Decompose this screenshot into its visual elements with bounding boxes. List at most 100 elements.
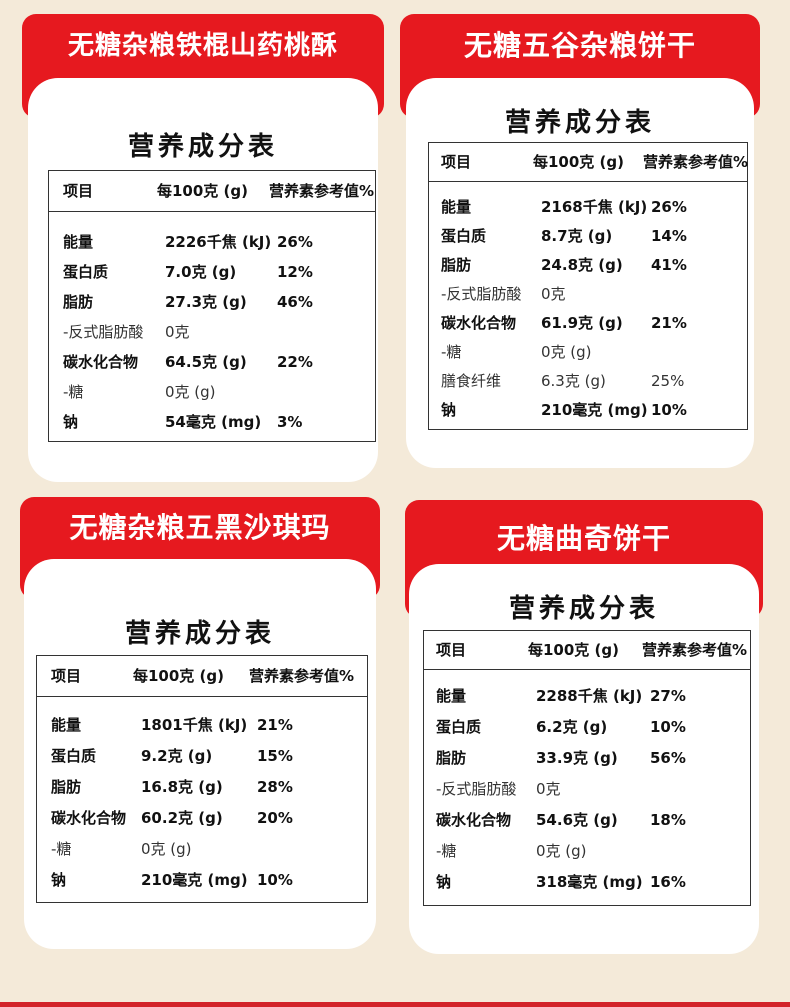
nutrient-name: 碳水化合物: [441, 314, 517, 332]
table-row: 碳水化合物 60.2克 (g) 20%: [37, 803, 367, 834]
nutrient-amount: 7.0克 (g): [165, 263, 237, 281]
nutrient-nrv: 26%: [651, 198, 687, 216]
table-row: 能量 2226千焦 (kJ) 26%: [49, 227, 375, 257]
panel-title: 营养成分表: [124, 619, 275, 649]
table-row: 能量 2288千焦 (kJ) 27%: [424, 681, 750, 712]
product-card: 无糖五谷杂粮饼干 营养成分表 项目 每100克 (g) 营养素参考值% 能量 2168千焦 …: [400, 14, 760, 468]
nutrient-nrv: 12%: [277, 263, 313, 281]
bottom-divider: [0, 1002, 790, 1007]
nutrient-amount: 0克 (g): [541, 343, 592, 361]
table-row: -反式脂肪酸 0克: [429, 280, 747, 309]
table-header: 项目 每100克 (g) 营养素参考值%: [429, 143, 749, 182]
table-row: 钠 318毫克 (mg) 16%: [424, 867, 750, 898]
nutrient-name: 钠: [441, 401, 457, 419]
nutrition-panel: 营养成分表项目 每100克 (g) 营养素参考值% 能量 2288千焦 (kJ) 27% 蛋…: [409, 564, 759, 954]
nutrient-nrv: 26%: [277, 233, 313, 251]
nutrition-panel: 营养成分表 项目 每100克 (g) 营养素参考值% 能量 2168千焦 (kJ) 26% 蛋…: [406, 78, 754, 468]
nutrient-nrv: 14%: [651, 227, 687, 245]
panel-title: 营养成分表: [508, 594, 659, 624]
table-row: 蛋白质 8.7克 (g) 14%: [429, 222, 747, 251]
table-row: 碳水化合物 61.9克 (g) 21%: [429, 309, 747, 338]
nutrient-name: 钠: [51, 871, 67, 889]
nutrient-amount: 64.5克 (g): [165, 353, 247, 371]
nutrient-name: 钠: [436, 873, 452, 891]
nutrient-nrv: 22%: [277, 353, 313, 371]
column-header: 每100克 (g): [533, 153, 624, 171]
table-row: 膳食纤维 6.3克 (g) 25%: [429, 367, 747, 396]
table-row: 蛋白质 7.0克 (g) 12%: [49, 257, 375, 287]
nutrient-amount: 0克 (g): [141, 840, 192, 858]
nutrient-nrv: 28%: [257, 778, 293, 796]
column-header: 项目: [63, 182, 94, 200]
nutrient-nrv: 56%: [650, 749, 686, 767]
table-row: 能量 1801千焦 (kJ) 21%: [37, 710, 367, 741]
nutrient-nrv: 15%: [257, 747, 293, 765]
column-header: 项目: [51, 667, 82, 685]
product-card: 无糖曲奇饼干 营养成分表 项目 每100克 (g) 营养素参考值% 能量 2288千焦 (k…: [405, 500, 763, 954]
nutrient-amount: 318毫克 (mg): [536, 873, 643, 891]
nutrient-amount: 54毫克 (mg): [165, 413, 262, 431]
nutrient-nrv: 46%: [277, 293, 313, 311]
nutrient-nrv: 21%: [257, 716, 293, 734]
nutrient-amount: 8.7克 (g): [541, 227, 613, 245]
table-row: 能量 2168千焦 (kJ) 26%: [429, 193, 747, 222]
column-header: 项目: [441, 153, 472, 171]
nutrient-nrv: 27%: [650, 687, 686, 705]
nutrient-nrv: 10%: [651, 401, 687, 419]
nutrient-nrv: 3%: [277, 413, 303, 431]
nutrient-amount: 0克: [541, 285, 566, 303]
panel-title: 营养成分表: [504, 108, 655, 138]
nutrient-amount: 54.6克 (g): [536, 811, 618, 829]
table-row: -反式脂肪酸 0克: [424, 774, 750, 805]
nutrient-amount: 2288千焦 (kJ): [536, 687, 643, 705]
nutrient-amount: 210毫克 (mg): [541, 401, 648, 419]
nutrient-name: 蛋白质: [436, 718, 482, 736]
nutrient-nrv: 10%: [257, 871, 293, 889]
nutrient-name: 能量: [63, 233, 94, 251]
nutrient-name: 碳水化合物: [63, 353, 139, 371]
table-row: 蛋白质 6.2克 (g) 10%: [424, 712, 750, 743]
column-header: 营养素参考值%: [643, 153, 749, 171]
nutrient-nrv: 18%: [650, 811, 686, 829]
nutrient-nrv: 10%: [650, 718, 686, 736]
nutrient-nrv: 41%: [651, 256, 687, 274]
nutrient-amount: 27.3克 (g): [165, 293, 247, 311]
nutrient-nrv: 16%: [650, 873, 686, 891]
table-row: 蛋白质 9.2克 (g) 15%: [37, 741, 367, 772]
table-row: 脂肪 27.3克 (g) 46%: [49, 287, 375, 317]
nutrient-name: 碳水化合物: [51, 809, 127, 827]
nutrient-name: 蛋白质: [441, 227, 487, 245]
nutrient-name: 蛋白质: [63, 263, 109, 281]
nutrient-name: 碳水化合物: [436, 811, 512, 829]
table-row: 碳水化合物 64.5克 (g) 22%: [49, 347, 375, 377]
nutrition-panel: 营养成分表 项目 每100克 (g) 营养素参考值% 能量 2226千焦 (kJ) 26% 蛋…: [28, 78, 378, 482]
nutrient-amount: 60.2克 (g): [141, 809, 223, 827]
table-row: 钠 210毫克 (mg) 10%: [429, 396, 747, 425]
nutrition-panel: 营养成分表 项目 每100克 (g) 营养素参考值% 能量 1801千焦 (kJ) 21% 蛋…: [24, 559, 376, 949]
nutrient-name: 脂肪: [436, 749, 467, 767]
nutrient-amount: 1801千焦 (kJ): [141, 716, 248, 734]
table-row: -糖 0克 (g): [429, 338, 747, 367]
nutrient-amount: 0克 (g): [165, 383, 216, 401]
nutrition-table: 项目 每100克 (g) 营养素参考值% 能量 2168千焦 (kJ) 26% 蛋白质 8.7…: [428, 142, 748, 430]
table-row: 钠 54毫克 (mg) 3%: [49, 407, 375, 437]
nutrient-amount: 0克: [165, 323, 190, 341]
nutrient-amount: 0克 (g): [536, 842, 587, 860]
nutrient-name: 钠: [63, 413, 79, 431]
table-row: -糖 0克 (g): [37, 834, 367, 865]
nutrition-table: 项目 每100克 (g) 营养素参考值% 能量 2288千焦 (kJ) 27% 蛋白质 6.2…: [423, 630, 751, 906]
panel-title: 营养成分表: [127, 132, 278, 162]
nutrient-name: 膳食纤维: [441, 372, 502, 390]
column-header: 项目: [436, 641, 467, 659]
product-card: 无糖杂粮铁棍山药桃酥 营养成分表 项目 每100克 (g) 营养素参考值% 能量 2226千…: [22, 14, 384, 482]
nutrient-nrv: 20%: [257, 809, 293, 827]
nutrient-amount: 24.8克 (g): [541, 256, 623, 274]
table-header: 项目 每100克 (g) 营养素参考值%: [424, 631, 750, 670]
table-row: -反式脂肪酸 0克: [49, 317, 375, 347]
nutrient-name: 脂肪: [441, 256, 472, 274]
nutrient-name: 能量: [436, 687, 467, 705]
nutrition-table: 项目 每100克 (g) 营养素参考值% 能量 1801千焦 (kJ) 21% 蛋白质 9.2…: [36, 655, 368, 903]
nutrient-name: -糖: [63, 383, 84, 401]
column-header: 每100克 (g): [133, 667, 224, 685]
nutrient-nrv: 25%: [651, 372, 685, 390]
